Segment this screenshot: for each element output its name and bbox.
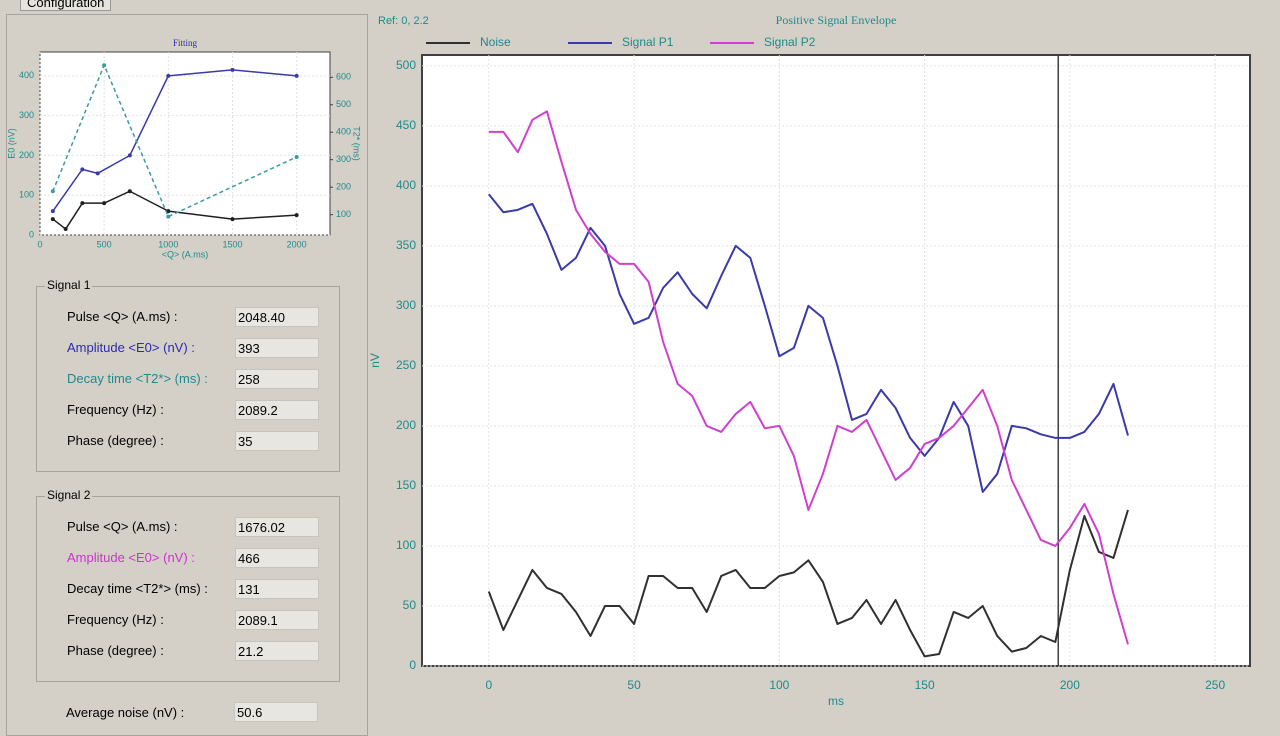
y-axis-label: nV <box>368 353 382 368</box>
field-value: 21.2 <box>235 641 319 661</box>
field-label: Phase (degree) : <box>67 643 164 658</box>
point <box>50 189 55 194</box>
y-tick-label: 200 <box>19 150 34 160</box>
point <box>50 217 55 222</box>
field-label: Decay time <T2*> (ms) : <box>67 581 208 596</box>
y2-tick-label: 300 <box>336 154 351 164</box>
chart-title: Positive Signal Envelope <box>776 13 897 27</box>
x-tick-label: 200 <box>1060 678 1080 692</box>
point <box>102 201 107 206</box>
signal1-group: Signal 1 Pulse <Q> (A.ms) : 2048.40 Amplit… <box>36 278 340 472</box>
field-value: 35 <box>235 431 319 451</box>
y2-tick-label: 400 <box>336 127 351 137</box>
y2-axis-label: T2* (ms) <box>352 126 362 161</box>
y-tick-label: 0 <box>409 658 416 672</box>
legend-label: Signal P1 <box>622 35 674 49</box>
noise-label: Average noise (nV) : <box>66 705 185 720</box>
point <box>50 209 55 214</box>
point <box>80 167 85 172</box>
point <box>166 209 171 214</box>
group-title: Signal 1 <box>45 278 93 292</box>
field-label: Frequency (Hz) : <box>67 612 164 627</box>
y2-tick-label: 100 <box>336 209 351 219</box>
field-value: 393 <box>235 338 319 358</box>
y-tick-label: 100 <box>19 190 34 200</box>
field-value: 2048.40 <box>235 307 319 327</box>
series-line <box>52 64 297 218</box>
signal2-group: Signal 2 Pulse <Q> (A.ms) : 1676.02 Amplit… <box>36 488 340 682</box>
x-tick-label: 1500 <box>222 239 242 249</box>
series-line <box>488 110 1129 645</box>
y-tick-label: 400 <box>19 70 34 80</box>
point <box>294 213 299 218</box>
point <box>294 73 299 78</box>
tab[interactable]: Configuration <box>20 0 112 11</box>
point <box>102 63 107 68</box>
x-tick-label: 1000 <box>158 239 178 249</box>
field-value: 2089.1 <box>235 610 319 630</box>
y-tick-label: 300 <box>19 110 34 120</box>
field-label: Frequency (Hz) : <box>67 402 164 417</box>
x-tick-label: 150 <box>915 678 935 692</box>
y-tick-label: 50 <box>403 598 417 612</box>
y2-tick-label: 600 <box>336 72 351 82</box>
point <box>230 67 235 72</box>
group-title: Signal 2 <box>45 488 93 502</box>
field-value: 466 <box>235 548 319 568</box>
point <box>166 214 171 219</box>
y-tick-label: 0 <box>29 229 34 239</box>
field-label: Amplitude <E0> (nV) : <box>67 340 195 355</box>
y-tick-label: 250 <box>396 358 416 372</box>
series-line <box>488 193 1129 493</box>
chart-note: Ref: 0, 2.2 <box>378 15 429 27</box>
x-tick-label: 2000 <box>287 239 307 249</box>
legend-label: Noise <box>480 35 511 49</box>
field-label: Pulse <Q> (A.ms) : <box>67 519 178 534</box>
field-value: 131 <box>235 579 319 599</box>
chart-title: Fitting <box>173 38 198 48</box>
series-line <box>52 190 297 230</box>
noise-value: 50.6 <box>234 702 318 722</box>
y-tick-label: 150 <box>396 478 416 492</box>
point <box>63 227 68 232</box>
field-value: 1676.02 <box>235 517 319 537</box>
x-tick-label: 50 <box>627 678 641 692</box>
x-axis-label: ms <box>828 694 844 708</box>
field-value: 2089.2 <box>235 400 319 420</box>
point <box>166 73 171 78</box>
y-tick-label: 200 <box>396 418 416 432</box>
point <box>80 201 85 206</box>
y-tick-label: 400 <box>396 178 416 192</box>
point <box>127 189 132 194</box>
x-tick-label: 500 <box>97 239 112 249</box>
y2-tick-label: 500 <box>336 99 351 109</box>
y-tick-label: 100 <box>396 538 416 552</box>
y-tick-label: 350 <box>396 238 416 252</box>
y2-tick-label: 200 <box>336 182 351 192</box>
field-label: Pulse <Q> (A.ms) : <box>67 309 178 324</box>
app: Configuration Signal 1 Pulse <Q> (A.ms) … <box>6 0 1251 736</box>
y-tick-label: 450 <box>396 118 416 132</box>
series-line <box>487 509 1129 658</box>
field-value: 258 <box>235 369 319 389</box>
charts: 0 500 1000 1500 2000010020030040010020030040… <box>6 13 1251 708</box>
point <box>230 217 235 222</box>
x-tick-label: 0 <box>37 239 42 249</box>
y-tick-label: 500 <box>396 58 416 72</box>
x-tick-label: 100 <box>769 678 789 692</box>
x-tick-label: 0 <box>485 678 492 692</box>
y-tick-label: 300 <box>396 298 416 312</box>
point <box>294 154 299 159</box>
plot-area <box>39 51 331 236</box>
field-label: Phase (degree) : <box>67 433 164 448</box>
point <box>127 153 132 158</box>
legend-label: Signal P2 <box>764 35 816 49</box>
y-axis-label: E0 (nV) <box>6 128 16 159</box>
x-axis-label: <Q> (A.ms) <box>162 249 209 259</box>
x-tick-label: 250 <box>1205 678 1225 692</box>
point <box>95 171 100 176</box>
field-label: Decay time <T2*> (ms) : <box>67 371 208 386</box>
field-label: Amplitude <E0> (nV) : <box>67 550 195 565</box>
